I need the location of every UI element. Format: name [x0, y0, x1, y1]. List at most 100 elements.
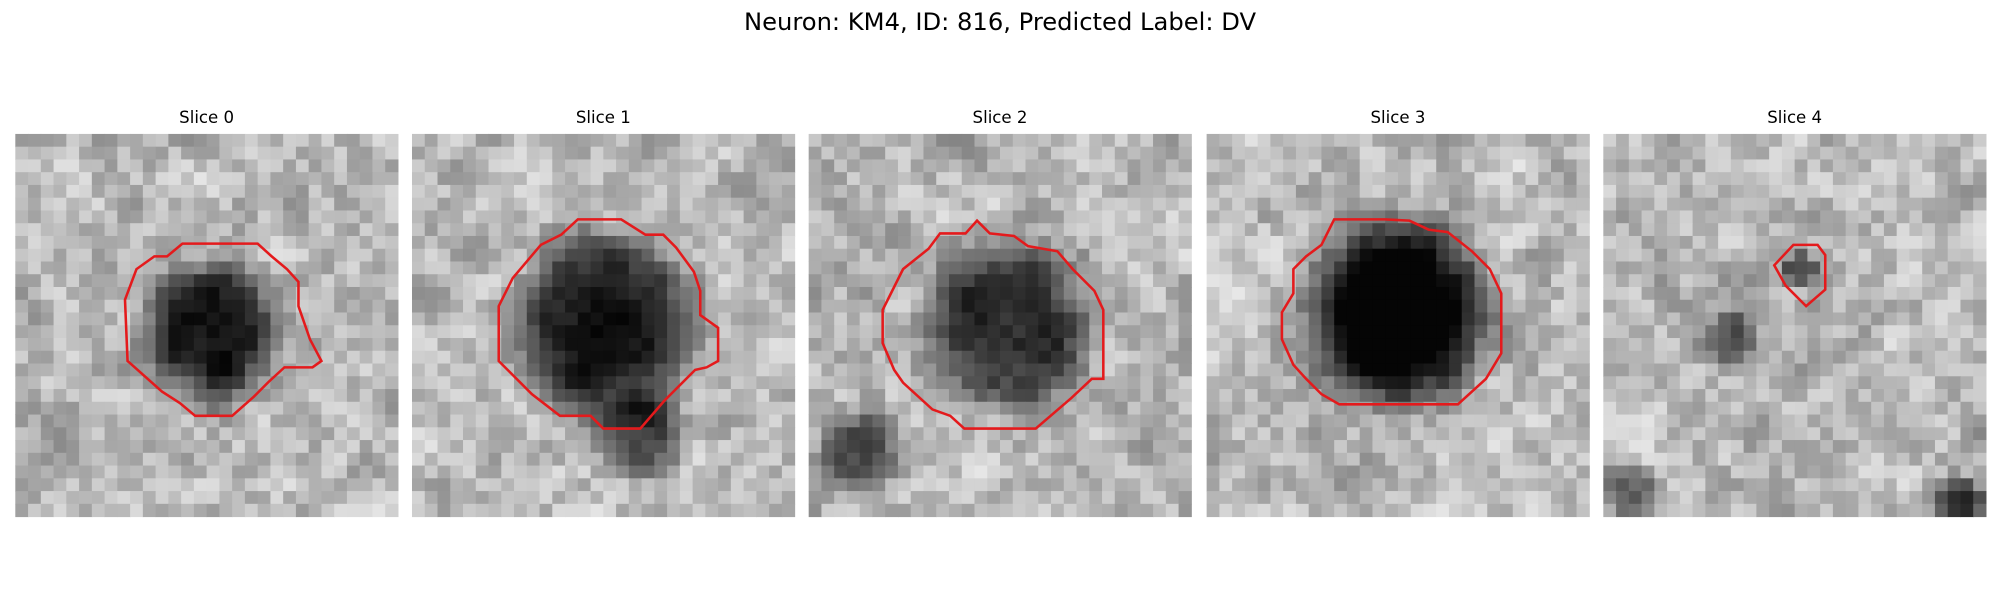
pixel	[641, 350, 655, 365]
pixel	[142, 312, 157, 326]
pixel	[1551, 159, 1565, 173]
pixel	[539, 376, 553, 390]
pixel	[1127, 503, 1141, 518]
pixel	[897, 197, 912, 211]
pixel	[1973, 389, 1987, 403]
pixel	[1270, 401, 1284, 416]
pixel	[1896, 491, 1910, 505]
pixel	[1654, 338, 1668, 352]
pixel	[104, 312, 118, 326]
pixel	[1321, 503, 1335, 518]
pixel	[756, 452, 770, 467]
pixel	[756, 427, 770, 441]
pixel	[692, 223, 706, 237]
pixel	[359, 159, 373, 173]
pixel	[910, 159, 924, 173]
pixel	[257, 503, 271, 518]
pixel	[859, 427, 873, 441]
pixel	[616, 401, 630, 416]
pixel	[1616, 235, 1630, 250]
pixel	[1820, 478, 1834, 492]
slice-panel	[15, 133, 399, 518]
pixel	[961, 363, 976, 377]
pixel	[1730, 248, 1745, 262]
pixel	[565, 452, 579, 467]
pixel	[718, 223, 732, 237]
pixel	[1178, 286, 1192, 301]
pixel	[1909, 197, 1923, 211]
pixel	[488, 491, 502, 505]
pixel	[654, 146, 668, 160]
pixel	[1641, 261, 1655, 275]
pixel	[334, 452, 348, 467]
pixel	[1321, 363, 1335, 377]
pixel	[743, 223, 757, 237]
pixel	[923, 159, 937, 173]
pixel	[1525, 274, 1539, 288]
pixel	[104, 478, 118, 492]
pixel	[1947, 350, 1961, 365]
pixel	[1667, 159, 1681, 173]
pixel	[1973, 465, 1987, 479]
pixel	[66, 491, 80, 505]
pixel	[1705, 172, 1719, 186]
pixel	[1845, 312, 1859, 326]
pixel	[961, 350, 976, 365]
pixel	[1909, 427, 1923, 441]
pixel	[1153, 172, 1167, 186]
pixel	[1308, 491, 1322, 505]
pixel	[1769, 478, 1783, 492]
pixel	[1295, 338, 1310, 352]
pixel	[821, 440, 835, 454]
pixel	[1063, 465, 1078, 479]
pixel	[1102, 312, 1116, 326]
pixel	[1807, 261, 1821, 275]
pixel	[1165, 427, 1180, 441]
pixel	[1641, 363, 1655, 377]
pixel	[1436, 299, 1450, 314]
pixel	[1051, 184, 1065, 199]
pixel	[1679, 223, 1694, 237]
pixel	[40, 312, 55, 326]
pixel	[1283, 452, 1297, 467]
pixel	[1679, 465, 1694, 479]
pixel	[1283, 235, 1297, 250]
pixel	[974, 184, 988, 199]
pixel	[1563, 312, 1578, 326]
pixel	[117, 491, 131, 505]
pixel	[834, 133, 848, 148]
pixel	[1423, 274, 1437, 288]
pixel	[1934, 223, 1949, 237]
pixel	[1114, 172, 1129, 186]
pixel	[475, 491, 490, 505]
pixel	[808, 503, 822, 518]
pixel	[155, 401, 169, 416]
pixel	[1385, 325, 1399, 339]
pixel	[552, 389, 566, 403]
pixel	[193, 197, 208, 211]
pixel	[936, 338, 950, 352]
pixel	[1973, 363, 1987, 377]
pixel	[974, 235, 988, 250]
pixel	[923, 146, 937, 160]
pixel	[1871, 503, 1885, 518]
pixel	[1616, 440, 1630, 454]
pixel	[705, 286, 719, 301]
pixel	[270, 325, 284, 339]
pixel	[1756, 440, 1770, 454]
pixel	[730, 452, 745, 467]
pixel	[1871, 491, 1885, 505]
pixel	[834, 235, 848, 250]
pixel	[1871, 338, 1885, 352]
pixel	[1359, 503, 1373, 518]
pixel	[705, 248, 719, 262]
pixel	[372, 414, 386, 428]
pixel	[1960, 197, 1974, 211]
pixel	[232, 478, 246, 492]
pixel	[1960, 325, 1974, 339]
pixel	[501, 261, 515, 275]
pixel	[308, 299, 322, 314]
pixel	[769, 465, 783, 479]
pixel	[730, 299, 745, 314]
pixel	[616, 465, 630, 479]
